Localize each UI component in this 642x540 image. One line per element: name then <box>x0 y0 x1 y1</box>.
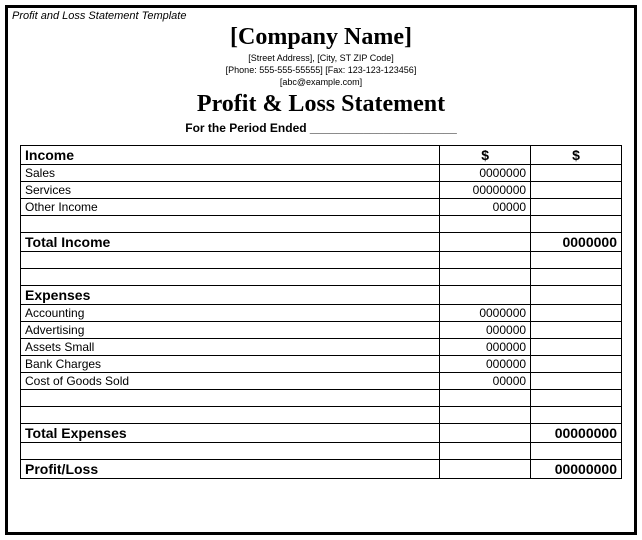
income-section-title: Income <box>21 146 440 165</box>
table-row: Accounting 0000000 <box>21 305 622 322</box>
expenses-header-row: Expenses <box>21 286 622 305</box>
row-amt1: 00000 <box>440 199 531 216</box>
row-amt1: 0000000 <box>440 165 531 182</box>
header-row: Income $ $ <box>21 146 622 165</box>
row-amt1: 00000 <box>440 373 531 390</box>
total-expenses-label: Total Expenses <box>21 424 440 443</box>
row-amt2 <box>531 182 622 199</box>
contact-line: [Phone: 555-555-55555] [Fax: 123-123-123… <box>8 65 634 75</box>
row-amt2 <box>531 165 622 182</box>
header-block: [Company Name] [Street Address], [City, … <box>8 24 634 135</box>
blank-row <box>21 443 622 460</box>
profit-loss-row: Profit/Loss 00000000 <box>21 460 622 479</box>
table-row: Advertising 000000 <box>21 322 622 339</box>
row-amt1: 000000 <box>440 356 531 373</box>
total-income-amt2: 0000000 <box>531 233 622 252</box>
row-label: Sales <box>21 165 440 182</box>
row-label: Other Income <box>21 199 440 216</box>
total-income-label: Total Income <box>21 233 440 252</box>
email-line: [abc@example.com] <box>8 77 634 87</box>
row-label: Accounting <box>21 305 440 322</box>
row-amt1: 0000000 <box>440 305 531 322</box>
total-expenses-amt1 <box>440 424 531 443</box>
currency-col1: $ <box>440 146 531 165</box>
blank-row <box>21 252 622 269</box>
row-amt2 <box>531 305 622 322</box>
pl-table: Income $ $ Sales 0000000 Services 000000… <box>20 145 622 479</box>
row-label: Cost of Goods Sold <box>21 373 440 390</box>
blank-row <box>21 216 622 233</box>
row-amt2 <box>531 322 622 339</box>
blank-row <box>21 407 622 424</box>
total-expenses-row: Total Expenses 00000000 <box>21 424 622 443</box>
row-amt1: 000000 <box>440 322 531 339</box>
row-amt2 <box>531 373 622 390</box>
total-income-amt1 <box>440 233 531 252</box>
statement-title: Profit & Loss Statement <box>8 91 634 118</box>
table-row: Services 00000000 <box>21 182 622 199</box>
currency-col2: $ <box>531 146 622 165</box>
total-income-row: Total Income 0000000 <box>21 233 622 252</box>
total-expenses-amt2: 00000000 <box>531 424 622 443</box>
document-frame: Profit and Loss Statement Template [Comp… <box>5 5 637 535</box>
template-label: Profit and Loss Statement Template <box>8 8 634 24</box>
row-label: Services <box>21 182 440 199</box>
row-amt1: 000000 <box>440 339 531 356</box>
row-label: Bank Charges <box>21 356 440 373</box>
table-row: Cost of Goods Sold 00000 <box>21 373 622 390</box>
company-name: [Company Name] <box>8 24 634 51</box>
row-label: Advertising <box>21 322 440 339</box>
row-label: Assets Small <box>21 339 440 356</box>
row-amt1: 00000000 <box>440 182 531 199</box>
address-line: [Street Address], [City, ST ZIP Code] <box>8 53 634 63</box>
profit-loss-label: Profit/Loss <box>21 460 440 479</box>
table-row: Bank Charges 000000 <box>21 356 622 373</box>
profit-loss-amt1 <box>440 460 531 479</box>
profit-loss-amt2: 00000000 <box>531 460 622 479</box>
table-row: Sales 0000000 <box>21 165 622 182</box>
period-text: For the Period Ended ___________________… <box>8 121 634 135</box>
expenses-section-title: Expenses <box>21 286 440 305</box>
table-row: Assets Small 000000 <box>21 339 622 356</box>
row-amt2 <box>531 356 622 373</box>
row-amt2 <box>531 339 622 356</box>
row-amt2 <box>531 199 622 216</box>
blank-row <box>21 390 622 407</box>
table-row: Other Income 00000 <box>21 199 622 216</box>
blank-row <box>21 269 622 286</box>
